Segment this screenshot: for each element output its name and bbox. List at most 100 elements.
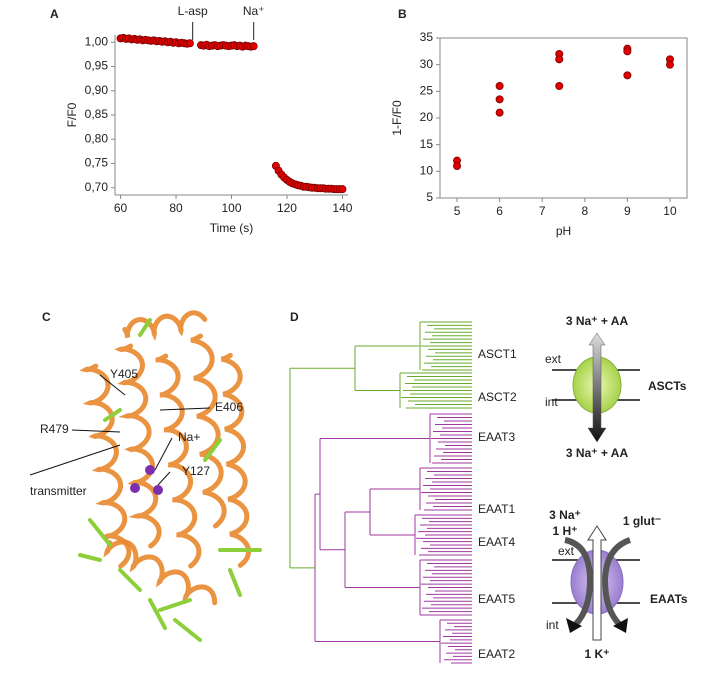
y-tick-label: 30 <box>420 57 434 71</box>
side-chain <box>173 618 202 642</box>
leader-line <box>71 429 121 433</box>
x-tick-label: 9 <box>624 204 631 218</box>
clade-label: ASCT2 <box>478 390 517 404</box>
helix <box>155 353 202 569</box>
clade-label: EAAT4 <box>478 535 515 549</box>
x-tick-label: 10 <box>663 204 677 218</box>
clade-label: EAAT1 <box>478 502 515 516</box>
x-tick-label: 60 <box>114 201 128 215</box>
data-point <box>495 108 504 117</box>
x-tick-label: 100 <box>221 201 241 215</box>
annotation: L-asp <box>178 4 208 18</box>
side-chain <box>148 598 167 630</box>
panel-label: B <box>398 7 407 21</box>
scheme-label: 3 Na⁺ + AA <box>566 446 629 460</box>
side-chain <box>78 553 102 562</box>
side-chain <box>118 568 142 592</box>
arrow <box>601 537 632 628</box>
x-tick-label: 6 <box>496 204 503 218</box>
x-axis-label: pH <box>556 224 571 238</box>
data-point <box>623 47 632 56</box>
residue-label: Y405 <box>110 367 138 381</box>
data-point <box>453 161 462 170</box>
scheme-label: EAATs <box>650 592 688 606</box>
x-tick-label: 120 <box>277 201 297 215</box>
panel-c: C Y405 E406 R479 Na+ transmitter Y127 <box>29 310 262 642</box>
scheme-label: 3 Na⁺ + AA <box>566 314 629 328</box>
data-point <box>555 55 564 64</box>
data-point <box>623 71 632 80</box>
data-point <box>338 185 347 194</box>
residue-label: transmitter <box>30 484 87 498</box>
x-tick-label: 140 <box>332 201 352 215</box>
data-point <box>555 82 564 91</box>
leader-line <box>157 471 171 486</box>
x-tick-label: 8 <box>581 204 588 218</box>
residue-label: Na+ <box>178 430 200 444</box>
side-chain <box>138 318 152 337</box>
plot-frame <box>439 37 688 199</box>
scheme-label: 3 Na⁺ <box>549 508 581 522</box>
scheme-label: int <box>546 618 559 632</box>
scheme-label: int <box>545 395 558 409</box>
y-tick-label: 0,85 <box>85 107 109 121</box>
scheme-label: ext <box>558 544 575 558</box>
x-tick-label: 5 <box>454 204 461 218</box>
helix <box>220 352 252 568</box>
sodium-ion <box>145 465 155 475</box>
x-tick-label: 7 <box>539 204 546 218</box>
scheme-label: 1 glut⁻ <box>623 514 661 528</box>
y-tick-label: 10 <box>420 164 434 178</box>
annotation: Na⁺ <box>243 4 265 18</box>
arrow <box>587 332 607 443</box>
helix <box>122 310 208 341</box>
y-tick-label: 15 <box>420 137 434 151</box>
panel-d: D ASCT1 ASCT2 EAAT3 EAAT1 EAAT4 EAAT5 EAAT2 3 N… <box>289 310 688 664</box>
panel-label: A <box>50 7 59 21</box>
scheme-label: ASCTs <box>648 379 687 393</box>
y-tick-label: 0,80 <box>85 131 109 145</box>
clade-label: EAAT5 <box>478 592 515 606</box>
scheme-label: ext <box>545 352 562 366</box>
leader-line <box>29 444 121 476</box>
leader-line <box>99 374 126 396</box>
y-tick-label: 1,00 <box>85 34 109 48</box>
y-axis-label: F/F0 <box>65 102 79 127</box>
data-point <box>495 82 504 91</box>
side-chain <box>203 438 222 462</box>
data-point <box>665 60 674 69</box>
x-axis-label: Time (s) <box>210 221 254 235</box>
arrowhead <box>613 618 628 633</box>
side-chain <box>228 568 242 597</box>
side-chain <box>158 598 192 612</box>
scheme-label: 1 K⁺ <box>584 647 609 661</box>
helix <box>190 333 227 529</box>
x-tick-label: 80 <box>169 201 183 215</box>
helix <box>114 343 162 549</box>
data-point <box>185 39 194 48</box>
arrowhead <box>566 618 582 633</box>
y-tick-label: 0,95 <box>85 59 109 73</box>
y-tick-label: 0,75 <box>85 156 109 170</box>
arrow <box>587 525 607 641</box>
y-tick-label: 0,90 <box>85 83 109 97</box>
panel-label: C <box>42 310 51 324</box>
panel-label: D <box>290 310 299 324</box>
y-tick-label: 25 <box>420 84 434 98</box>
clade-label: ASCT1 <box>478 347 517 361</box>
helix <box>103 539 218 606</box>
arrow <box>564 537 594 628</box>
side-chain <box>103 408 122 422</box>
helix <box>79 363 132 569</box>
sodium-ion <box>153 485 163 495</box>
residue-label: E406 <box>215 400 243 414</box>
y-tick-label: 5 <box>426 190 433 204</box>
data-point <box>249 42 258 51</box>
residue-label: R479 <box>40 422 69 436</box>
scheme-label: 1 H⁺ <box>552 524 577 538</box>
leader-line <box>154 437 173 471</box>
y-axis-label: 1-F/F0 <box>390 100 404 136</box>
clade-label: EAAT2 <box>478 647 515 661</box>
clade-label: EAAT3 <box>478 430 515 444</box>
